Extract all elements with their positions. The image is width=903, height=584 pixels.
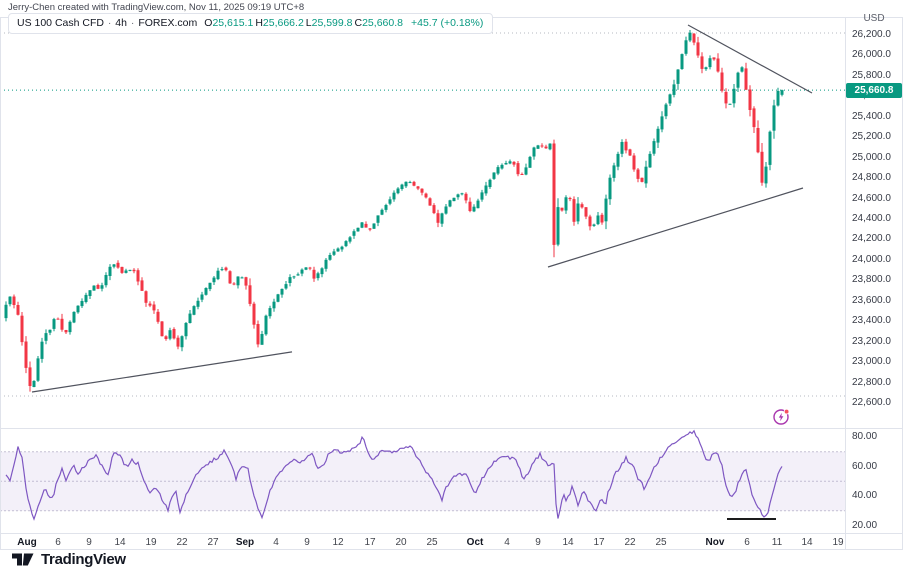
time-label-day: 25: [426, 537, 438, 548]
time-label-month: Oct: [466, 537, 484, 548]
ohlc-item: O25,615.1: [204, 17, 254, 29]
time-label-day: 9: [86, 537, 92, 548]
time-label-day: 6: [744, 537, 750, 548]
time-label-day: 11: [771, 537, 783, 548]
time-label-day: 9: [304, 537, 310, 548]
rsi-tick-label: 60.00: [852, 461, 878, 472]
time-label-day: 14: [801, 537, 813, 548]
time-label-month: Nov: [705, 537, 725, 548]
price-tick-label: 26,000.0: [852, 49, 891, 60]
price-tick-label: 22,600.0: [852, 397, 891, 408]
rsi-tick-label: 40.00: [852, 490, 878, 501]
tradingview-logo-icon: [12, 553, 34, 566]
price-tick-label: 22,800.0: [852, 377, 891, 388]
rsi-band: [0, 451, 845, 512]
time-label-day: 17: [593, 537, 605, 548]
interval-label[interactable]: 4h: [115, 17, 127, 29]
price-tick-label: 25,200.0: [852, 131, 891, 142]
ohlc-item: C25,660.8: [354, 17, 403, 29]
time-label-day: 20: [395, 537, 407, 548]
price-tick-label: 23,600.0: [852, 295, 891, 306]
time-label-day: 27: [207, 537, 219, 548]
time-label-day: 14: [114, 537, 126, 548]
time-label-day: 14: [562, 537, 574, 548]
price-tick-label: 23,200.0: [852, 336, 891, 347]
price-tick-label: 24,800.0: [852, 172, 891, 183]
price-tick-label: 23,800.0: [852, 274, 891, 285]
trendline-1[interactable]: [31, 351, 293, 393]
time-label-day: 4: [273, 537, 279, 548]
legend-separator: ·: [107, 17, 112, 29]
time-label-day: 22: [624, 537, 636, 548]
ohlc-item: L25,599.8: [305, 17, 353, 29]
time-label-day: 19: [832, 537, 844, 548]
trendline-2[interactable]: [547, 187, 804, 268]
legend-separator: ·: [130, 17, 135, 29]
time-label-day: 4: [504, 537, 510, 548]
exchange-label: FOREX.com: [138, 17, 198, 29]
ohlc-values: O25,615.1 H25,666.2 L25,599.8 C25,660.8: [202, 14, 403, 33]
price-tick-label: 24,200.0: [852, 233, 891, 244]
price-tick-label: 26,200.0: [852, 29, 891, 40]
time-label-day: 25: [655, 537, 667, 548]
time-label-month: Aug: [17, 537, 37, 548]
time-label-day: 12: [332, 537, 344, 548]
time-label-day: 17: [364, 537, 376, 548]
price-tick-label: 25,000.0: [852, 152, 891, 163]
flash-actions-button[interactable]: [772, 407, 792, 427]
time-label-day: 19: [145, 537, 157, 548]
rsi-tick-label: 20.00: [852, 520, 878, 531]
price-tick-label: 24,600.0: [852, 193, 891, 204]
flash-icon: [773, 408, 790, 425]
price-tick-label: 25,800.0: [852, 70, 891, 81]
attribution-text: Jerry-Chen created with TradingView.com,…: [8, 2, 305, 13]
price-tick-label: 24,400.0: [852, 213, 891, 224]
time-label-day: 22: [176, 537, 188, 548]
candlestick-series[interactable]: [4, 30, 784, 392]
symbol-name[interactable]: US 100 Cash CFD: [17, 17, 104, 29]
currency-label: USD: [863, 13, 885, 24]
price-tick-label: 23,000.0: [852, 356, 891, 367]
time-label-month: Sep: [235, 537, 255, 548]
ohlc-item: H25,666.2: [255, 17, 304, 29]
symbol-legend[interactable]: US 100 Cash CFD · 4h · FOREX.com O25,615…: [8, 13, 494, 34]
price-tick-label: 24,000.0: [852, 254, 891, 265]
time-label-day: 6: [55, 537, 61, 548]
change-label: +45.7 (+0.18%): [410, 17, 484, 29]
trendline-3[interactable]: [687, 24, 813, 94]
time-label-day: 9: [535, 537, 541, 548]
tradingview-logo-text: TradingView: [41, 551, 126, 568]
tradingview-logo[interactable]: TradingView: [12, 551, 126, 568]
price-tick-label: 25,400.0: [852, 111, 891, 122]
price-tick-label: 23,400.0: [852, 315, 891, 326]
rsi-tick-label: 80.00: [852, 431, 878, 442]
rsi-line[interactable]: [5, 429, 783, 521]
current-price-badge: 25,660.8: [846, 83, 902, 98]
